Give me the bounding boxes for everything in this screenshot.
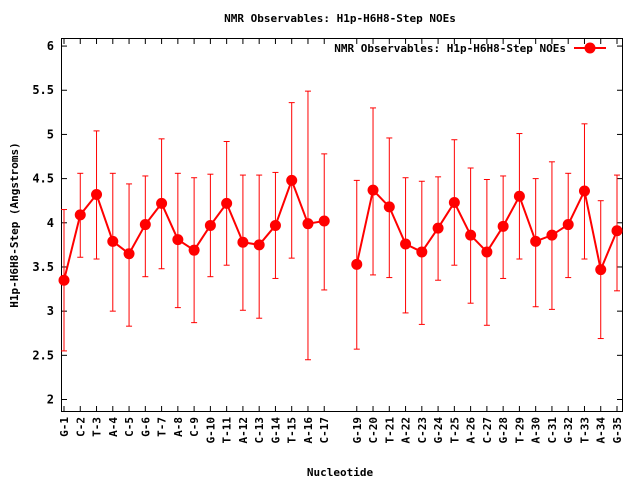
x-tick-label: G-28 — [497, 417, 510, 444]
x-tick-label: C-27 — [481, 417, 494, 444]
data-point — [611, 225, 623, 237]
y-tick-label: 3 — [47, 304, 54, 318]
data-point — [367, 184, 379, 196]
data-point — [237, 236, 249, 248]
data-points — [58, 174, 623, 286]
data-point — [139, 219, 151, 231]
x-tick-label: A-30 — [530, 417, 543, 444]
y-tick-label: 6 — [47, 39, 54, 53]
x-tick-label: T-15 — [286, 417, 299, 444]
data-point — [562, 219, 574, 231]
data-point — [497, 220, 509, 232]
y-ticks: 2 2.5 3 3.5 4 4.5 5 5.5 6 — [32, 39, 622, 407]
y-tick-label: 4.5 — [32, 172, 54, 186]
y-axis-label: H1p-H6H8-Step (Angstroms) — [8, 142, 21, 308]
x-tick-label: C-17 — [318, 417, 331, 444]
data-point — [221, 197, 233, 209]
y-tick-label: 5 — [47, 127, 54, 141]
data-point — [416, 246, 428, 258]
x-axis-label: Nucleotide — [307, 466, 374, 479]
data-point — [595, 264, 607, 276]
x-tick-label: G-24 — [432, 417, 445, 444]
x-tick-label: T-33 — [578, 417, 591, 444]
x-tick-label: C-2 — [74, 417, 87, 437]
data-point — [302, 218, 314, 230]
data-point — [58, 274, 70, 286]
x-tick-label: C-20 — [367, 417, 380, 444]
data-point — [172, 234, 184, 246]
y-tick-label: 2.5 — [32, 348, 54, 362]
data-point — [269, 219, 281, 231]
y-tick-label: 5.5 — [32, 83, 54, 97]
legend-label: NMR Observables: H1p-H6H8-Step NOEs — [334, 42, 566, 55]
y-tick-label: 3.5 — [32, 260, 54, 274]
x-tick-label: T-3 — [91, 417, 104, 437]
data-point — [546, 229, 558, 241]
data-point — [351, 258, 363, 270]
x-tick-label: T-7 — [156, 417, 169, 437]
x-tick-label: G-1 — [58, 417, 71, 437]
data-point — [107, 235, 119, 247]
x-tick-label: A-16 — [302, 417, 315, 444]
data-point — [253, 239, 265, 251]
data-point — [465, 229, 477, 241]
data-point — [530, 235, 542, 247]
data-point — [204, 219, 216, 231]
x-tick-label: G-10 — [204, 417, 217, 444]
data-point — [74, 209, 86, 221]
plot-frame — [61, 38, 623, 412]
x-tick-label: C-9 — [188, 417, 201, 437]
data-point — [383, 201, 395, 213]
data-point — [123, 248, 135, 260]
x-tick-label: C-31 — [546, 417, 559, 444]
data-point — [91, 189, 103, 201]
y-tick-label: 2 — [47, 393, 54, 407]
x-tick-label: G-14 — [269, 417, 282, 444]
data-point — [188, 244, 200, 256]
data-point — [156, 197, 168, 209]
x-tick-label: A-12 — [237, 417, 250, 444]
x-tick-label: A-4 — [107, 417, 120, 437]
x-tick-label: C-23 — [416, 417, 429, 444]
x-tick-label: G-6 — [139, 417, 152, 437]
data-point — [400, 238, 412, 250]
x-tick-label: A-34 — [595, 417, 608, 444]
x-tick-label: T-25 — [448, 417, 461, 444]
series-line — [63, 177, 618, 281]
x-tick-label: T-21 — [383, 417, 396, 444]
x-ticks: G-1 C-2 T-3 A-4 C-5 G-6 T-7 A-8 C-9 G-10 T-11 A-12 C… — [58, 39, 624, 444]
x-tick-label: A-26 — [465, 417, 478, 444]
x-tick-label: T-11 — [221, 417, 234, 444]
legend-marker — [584, 42, 596, 54]
data-point — [513, 190, 525, 202]
data-point — [448, 196, 460, 208]
x-tick-label: G-32 — [562, 417, 575, 444]
x-tick-label: C-5 — [123, 417, 136, 437]
data-point — [318, 215, 330, 227]
chart-title: NMR Observables: H1p-H6H8-Step NOEs — [224, 12, 456, 25]
x-tick-label: A-22 — [400, 417, 413, 444]
data-point — [578, 185, 590, 197]
data-point — [432, 222, 444, 234]
x-tick-label: C-13 — [253, 417, 266, 444]
x-tick-label: T-29 — [513, 417, 526, 444]
legend: NMR Observables: H1p-H6H8-Step NOEs — [334, 42, 606, 55]
data-point — [286, 174, 298, 186]
x-tick-label: A-8 — [172, 417, 185, 437]
x-tick-label: G-19 — [351, 417, 364, 444]
x-tick-label: G-35 — [611, 417, 624, 444]
data-point — [481, 246, 493, 258]
y-tick-label: 4 — [47, 216, 54, 230]
